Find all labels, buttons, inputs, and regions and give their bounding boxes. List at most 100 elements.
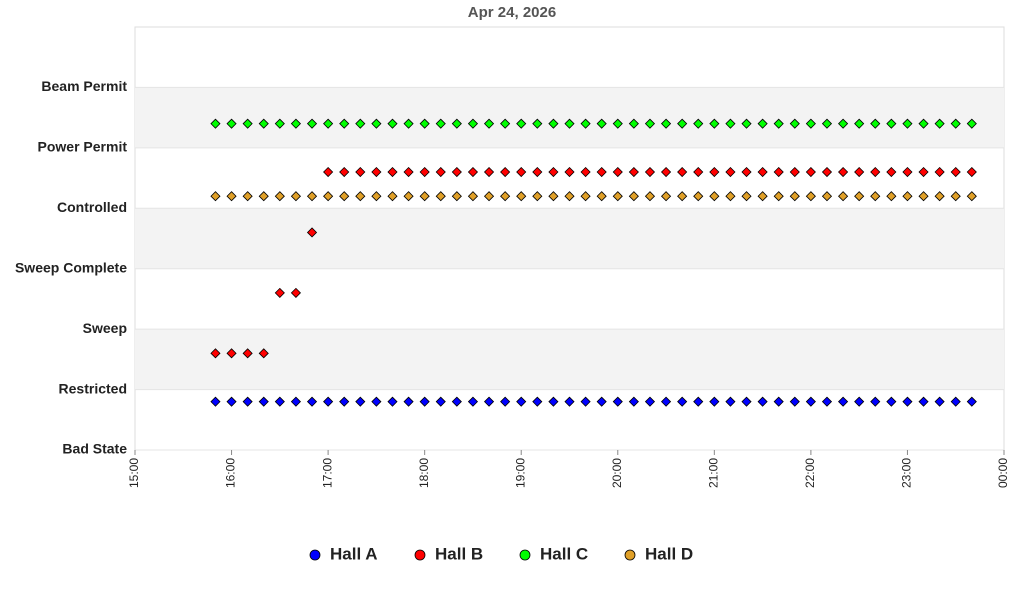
x-tick-label: 17:00 xyxy=(320,458,334,488)
data-point xyxy=(886,396,897,407)
data-point xyxy=(789,118,800,129)
data-point xyxy=(419,396,430,407)
data-point xyxy=(693,166,704,178)
data-point xyxy=(371,191,382,202)
data-point xyxy=(580,166,591,178)
data-point xyxy=(564,166,575,178)
data-point xyxy=(966,118,977,129)
data-point xyxy=(757,191,768,202)
data-point xyxy=(258,348,269,359)
y-tick-label: Beam Permit xyxy=(41,78,127,94)
data-point xyxy=(902,191,913,202)
data-point xyxy=(500,118,511,129)
data-point xyxy=(483,166,495,178)
data-point xyxy=(854,166,865,178)
data-point xyxy=(226,118,237,129)
data-point xyxy=(516,118,527,129)
data-point xyxy=(966,191,977,202)
data-point xyxy=(612,166,623,178)
data-point xyxy=(838,191,849,202)
data-point xyxy=(805,396,816,407)
data-point xyxy=(210,348,221,359)
legend-marker xyxy=(309,549,321,561)
data-point xyxy=(323,166,334,178)
data-point xyxy=(677,118,688,129)
data-point xyxy=(741,191,752,202)
data-point xyxy=(821,166,833,178)
data-point xyxy=(306,191,318,202)
data-point xyxy=(757,118,768,129)
data-point xyxy=(371,166,382,178)
data-point xyxy=(693,118,704,129)
data-point xyxy=(564,396,575,407)
data-point xyxy=(741,118,752,129)
data-point xyxy=(210,191,221,202)
data-point xyxy=(387,191,398,202)
data-point xyxy=(516,166,527,178)
data-point xyxy=(773,396,784,407)
data-point xyxy=(870,191,881,202)
data-point xyxy=(419,166,430,178)
data-point xyxy=(918,166,929,178)
data-point xyxy=(709,191,720,202)
data-point xyxy=(483,191,495,202)
data-point xyxy=(628,166,639,178)
data-point xyxy=(339,166,350,178)
data-point xyxy=(258,191,269,202)
chart-title: Apr 24, 2026 xyxy=(468,4,556,21)
grid-band xyxy=(135,208,1004,269)
data-point xyxy=(226,396,237,407)
x-tick-label: 00:00 xyxy=(996,458,1010,488)
data-point xyxy=(902,396,913,407)
data-point xyxy=(934,191,945,202)
data-point xyxy=(805,191,816,202)
data-point xyxy=(451,396,462,407)
data-point xyxy=(789,191,800,202)
data-point xyxy=(532,166,543,178)
data-point xyxy=(821,191,833,202)
y-tick-label: Bad State xyxy=(62,441,127,457)
data-point xyxy=(210,118,221,129)
data-point xyxy=(773,118,784,129)
data-point xyxy=(242,118,253,129)
data-point xyxy=(274,287,285,298)
legend-label: Hall D xyxy=(645,544,693,563)
x-tick-label: 16:00 xyxy=(224,458,238,488)
data-point xyxy=(757,396,768,407)
x-tick-label: 22:00 xyxy=(803,458,817,488)
data-point xyxy=(693,191,704,202)
data-point xyxy=(387,396,398,407)
data-point xyxy=(419,118,430,129)
data-point xyxy=(677,166,688,178)
data-point xyxy=(435,191,446,202)
legend-marker xyxy=(414,549,426,561)
data-point xyxy=(934,166,945,178)
data-point xyxy=(467,166,479,178)
data-point xyxy=(516,396,527,407)
data-point xyxy=(483,396,495,407)
data-point xyxy=(612,118,623,129)
legend-marker xyxy=(519,549,531,561)
data-point xyxy=(870,396,881,407)
data-point xyxy=(950,166,961,178)
data-point xyxy=(612,191,623,202)
data-point xyxy=(612,396,623,407)
data-point xyxy=(854,118,865,129)
data-point xyxy=(387,118,398,129)
data-point xyxy=(419,191,430,202)
data-point xyxy=(934,396,945,407)
data-point xyxy=(274,118,285,129)
data-point xyxy=(805,118,816,129)
legend-label: Hall A xyxy=(330,544,378,563)
data-point xyxy=(838,166,849,178)
data-point xyxy=(660,396,672,407)
data-point xyxy=(323,396,334,407)
data-point xyxy=(290,396,301,407)
data-point xyxy=(596,118,607,129)
x-tick-label: 23:00 xyxy=(900,458,914,488)
data-point xyxy=(306,227,318,238)
data-point xyxy=(725,191,736,202)
data-point xyxy=(371,396,382,407)
data-point xyxy=(725,396,736,407)
